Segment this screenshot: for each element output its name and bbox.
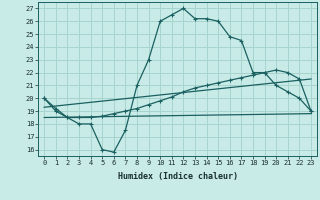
X-axis label: Humidex (Indice chaleur): Humidex (Indice chaleur) [118,172,238,181]
